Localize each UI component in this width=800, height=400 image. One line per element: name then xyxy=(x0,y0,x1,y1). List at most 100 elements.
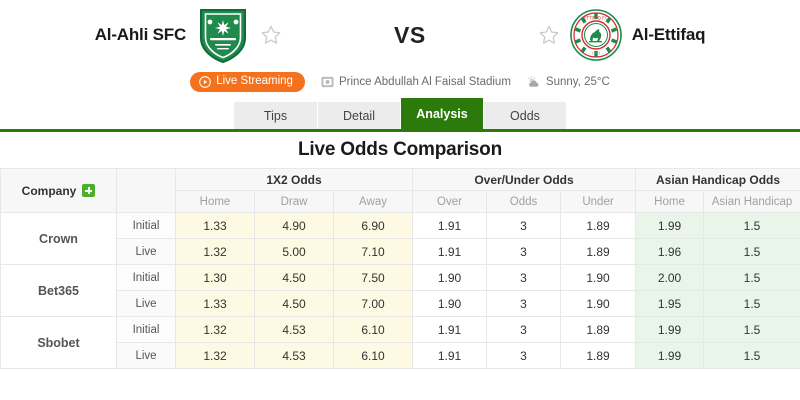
odds-1x2-home: 1.32 xyxy=(175,342,255,369)
odds-ou-over: 1.91 xyxy=(412,212,488,239)
svg-text:ETTIFAQ F.C: ETTIFAQ F.C xyxy=(584,16,608,21)
table-group-header-row: Company 1X2 Odds Over/Under Odds Asian H… xyxy=(0,168,800,213)
home-team-favorite-star-icon[interactable] xyxy=(260,24,282,46)
away-team-block: ETTIFAQ F.C 1945 Al-Ettifaq xyxy=(538,9,706,61)
phase-cell: Initial xyxy=(116,212,176,239)
sun-cloud-icon xyxy=(527,76,541,88)
odds-ah-handicap: 1.5 xyxy=(703,290,800,317)
group-header-1x2: 1X2 Odds xyxy=(174,168,414,191)
page-title: Live Odds Comparison xyxy=(298,139,502,160)
odds-ah-home: 2.00 xyxy=(635,264,705,291)
away-team-crest-icon: ETTIFAQ F.C 1945 xyxy=(569,9,622,61)
match-info-bar: Live Streaming Prince Abdullah Al Faisal… xyxy=(0,66,800,98)
odds-ah-home: 1.99 xyxy=(635,212,705,239)
odds-1x2-draw: 4.53 xyxy=(254,342,334,369)
live-streaming-label: Live Streaming xyxy=(216,75,293,88)
odds-ou-over: 1.90 xyxy=(412,290,488,317)
col-ah-home: Home xyxy=(635,190,705,213)
table-row[interactable]: Crown Initial 1.33 4.90 6.90 1.91 3 1.89… xyxy=(0,212,800,265)
col-ou-over: Over xyxy=(412,190,488,213)
odds-ah-handicap: 1.5 xyxy=(703,238,800,265)
odds-1x2-away: 7.10 xyxy=(332,238,414,265)
odds-1x2-draw: 5.00 xyxy=(254,238,334,265)
odds-1x2-home: 1.30 xyxy=(175,264,255,291)
home-team-name: Al-Ahli SFC xyxy=(94,25,187,44)
live-odds-comparison-table: Company 1X2 Odds Over/Under Odds Asian H… xyxy=(0,168,800,369)
col-1x2-away: Away xyxy=(332,190,414,213)
add-company-plus-icon[interactable] xyxy=(82,184,96,197)
table-row[interactable]: Sbobet Initial 1.32 4.53 6.10 1.91 3 1.8… xyxy=(0,316,800,369)
svg-text:1945: 1945 xyxy=(591,52,600,56)
odds-1x2-away: 6.90 xyxy=(332,212,414,239)
odds-ou-odds: 3 xyxy=(486,238,562,265)
odds-ah-handicap: 1.5 xyxy=(703,212,800,239)
odds-ah-handicap: 1.5 xyxy=(703,264,800,291)
match-header: Al-Ahli SFC xyxy=(0,0,800,66)
stadium-info: Prince Abdullah Al Faisal Stadium xyxy=(321,76,511,88)
odds-ah-home: 1.96 xyxy=(635,238,705,265)
company-name-cell: Crown xyxy=(0,212,117,265)
tab-detail[interactable]: Detail xyxy=(317,102,400,129)
odds-ou-under: 1.89 xyxy=(560,316,637,343)
odds-ou-over: 1.90 xyxy=(412,264,488,291)
company-column-header: Company xyxy=(0,168,117,213)
stadium-icon xyxy=(321,76,334,88)
odds-ah-home: 1.99 xyxy=(635,316,705,343)
phase-cell: Live xyxy=(116,238,176,265)
phase-cell: Live xyxy=(116,342,176,369)
odds-1x2-home: 1.32 xyxy=(175,238,255,265)
odds-ou-odds: 3 xyxy=(486,264,562,291)
odds-ah-home: 1.99 xyxy=(635,342,705,369)
play-circle-icon xyxy=(199,76,212,88)
col-ou-under: Under xyxy=(560,190,637,213)
odds-ou-odds: 3 xyxy=(486,342,562,369)
odds-ou-under: 1.90 xyxy=(560,264,637,291)
group-header-asian-handicap: Asian Handicap Odds xyxy=(635,168,800,191)
away-team-favorite-star-icon[interactable] xyxy=(538,24,560,46)
company-name-cell: Sbobet xyxy=(0,316,117,369)
phase-cell: Initial xyxy=(116,264,176,291)
odds-ou-odds: 3 xyxy=(486,316,562,343)
odds-1x2-draw: 4.50 xyxy=(254,264,334,291)
odds-ou-under: 1.90 xyxy=(560,290,637,317)
odds-ou-odds: 3 xyxy=(486,290,562,317)
table-row[interactable]: Live 1.33 4.50 7.00 1.90 3 1.90 1.95 1.5 xyxy=(1,290,800,317)
live-streaming-button[interactable]: Live Streaming xyxy=(190,72,305,92)
home-team-crest-icon xyxy=(196,6,250,64)
odds-ou-over: 1.91 xyxy=(412,342,488,369)
away-team-name: Al-Ettifaq xyxy=(631,25,706,44)
odds-ah-home: 1.95 xyxy=(635,290,705,317)
weather-label: Sunny, 25°C xyxy=(545,76,610,88)
odds-1x2-draw: 4.53 xyxy=(254,316,334,343)
odds-ou-over: 1.91 xyxy=(412,316,488,343)
odds-1x2-home: 1.33 xyxy=(175,290,255,317)
table-row[interactable]: Live 1.32 5.00 7.10 1.91 3 1.89 1.96 1.5 xyxy=(1,238,800,265)
versus-label: VS xyxy=(394,21,426,48)
stadium-label: Prince Abdullah Al Faisal Stadium xyxy=(338,76,511,88)
odds-ou-odds: 3 xyxy=(486,212,562,239)
col-1x2-home: Home xyxy=(175,190,255,213)
table-body: Crown Initial 1.33 4.90 6.90 1.91 3 1.89… xyxy=(0,212,800,369)
section-tabs: Tips Detail Analysis Odds xyxy=(0,98,800,132)
table-row[interactable]: Bet365 Initial 1.30 4.50 7.50 1.90 3 1.9… xyxy=(0,264,800,317)
table-row[interactable]: Live 1.32 4.53 6.10 1.91 3 1.89 1.99 1.5 xyxy=(1,342,800,369)
odds-1x2-draw: 4.90 xyxy=(254,212,334,239)
odds-ah-handicap: 1.5 xyxy=(703,316,800,343)
tab-analysis[interactable]: Analysis xyxy=(400,98,483,129)
col-ou-odds: Odds xyxy=(486,190,562,213)
odds-ah-handicap: 1.5 xyxy=(703,342,800,369)
tab-tips[interactable]: Tips xyxy=(234,102,317,129)
odds-ou-under: 1.89 xyxy=(560,212,637,239)
odds-1x2-away: 7.00 xyxy=(332,290,414,317)
company-name-cell: Bet365 xyxy=(0,264,117,317)
col-1x2-draw: Draw xyxy=(254,190,334,213)
col-ah-handicap: Asian Handicap xyxy=(703,190,800,213)
odds-ou-under: 1.89 xyxy=(560,238,637,265)
company-header-label: Company xyxy=(21,183,77,198)
odds-1x2-away: 6.10 xyxy=(332,342,414,369)
home-team-block: Al-Ahli SFC xyxy=(95,6,282,64)
tab-odds[interactable]: Odds xyxy=(483,102,566,129)
odds-1x2-draw: 4.50 xyxy=(254,290,334,317)
weather-info: Sunny, 25°C xyxy=(527,76,610,88)
